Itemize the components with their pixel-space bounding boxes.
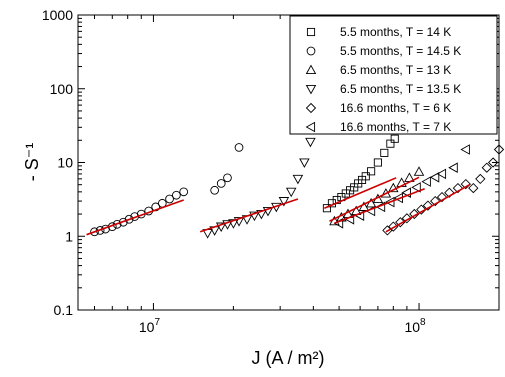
data-point-triangle-left: [460, 144, 470, 155]
data-point-circle: [165, 194, 174, 204]
fit-line: [324, 177, 397, 209]
fit-lines: [86, 176, 470, 236]
legend-marker-triangle-left: [305, 121, 316, 133]
data-point-triangle-left: [375, 201, 386, 213]
data-point-triangle-down: [262, 206, 274, 217]
data-point-circle: [223, 173, 232, 183]
data-point-circle: [90, 227, 99, 237]
y-tick-label: 100: [50, 81, 74, 97]
data-point-circle: [124, 214, 134, 224]
legend-label: 5.5 months, T = 14 K: [340, 25, 451, 39]
data-point-diamond: [481, 162, 492, 173]
x-tick-label: 108: [404, 317, 426, 335]
data-point-diamond: [430, 195, 441, 207]
x-tick-exponent: 8: [420, 317, 426, 328]
data-point-square: [346, 186, 355, 195]
data-point-triangle-down: [228, 219, 239, 229]
y-axis-title: - S⁻¹: [22, 143, 42, 182]
y-tick-label: 1: [65, 228, 73, 244]
data-point-triangle-down: [256, 209, 267, 220]
data-point-triangle-up: [358, 201, 370, 211]
data-point-triangle-down: [249, 211, 260, 222]
x-tick-exponent: 7: [154, 317, 160, 328]
data-point-diamond: [487, 157, 499, 168]
data-point-diamond: [452, 182, 464, 194]
x-tick-label: 107: [139, 317, 161, 335]
legend-label: 16.6 months, T = 6 K: [340, 101, 451, 115]
data-point-triangle-left: [448, 162, 458, 173]
data-point-square: [373, 158, 382, 167]
legend-label: 6.5 months, T = 13.5 K: [340, 82, 461, 96]
data-point-diamond: [395, 217, 406, 228]
legend: 5.5 months, T = 14 K 5.5 months, T = 14.…: [289, 15, 498, 135]
data-point-triangle-left: [436, 168, 447, 180]
fit-line: [329, 176, 420, 222]
data-point-diamond: [401, 213, 413, 224]
data-point-triangle-down: [278, 197, 290, 207]
y-tick-label: 10: [57, 155, 73, 171]
legend-marker-triangle-down: [305, 84, 317, 95]
data-point-diamond: [460, 178, 471, 190]
data-point-circle: [172, 190, 181, 200]
legend-marker-triangle-up: [305, 64, 317, 75]
data-point-square: [390, 134, 399, 143]
data-point-square: [361, 172, 370, 181]
x-axis-title: J (A / m²): [252, 348, 325, 368]
data-point-triangle-down: [222, 220, 233, 230]
data-point-triangle-up: [413, 166, 425, 176]
y-tick-label: 0.1: [54, 302, 74, 318]
data-point-diamond: [422, 200, 434, 211]
data-point-diamond: [436, 191, 448, 203]
data-point-square: [380, 148, 389, 157]
data-point-diamond: [475, 173, 486, 185]
legend-label: 16.6 months, T = 7 K: [340, 120, 451, 134]
legend-label: 6.5 months, T = 13 K: [340, 63, 451, 77]
data-point-triangle-down: [292, 174, 304, 185]
data-point-triangle-left: [421, 176, 431, 187]
legend-marker-square: [306, 27, 316, 37]
data-point-circle: [210, 185, 219, 195]
data-point-square: [386, 139, 395, 148]
data-point-diamond: [409, 208, 420, 220]
data-point-square: [322, 204, 331, 213]
legend-marker-circle: [306, 46, 316, 56]
data-point-diamond: [444, 187, 455, 198]
data-point-triangle-left: [429, 172, 440, 183]
legend-label: 5.5 months, T = 14.5 K: [340, 44, 461, 58]
fit-line: [86, 199, 184, 236]
data-point-diamond: [416, 204, 427, 215]
x-tick-base: 10: [404, 319, 420, 335]
legend-box: [289, 15, 498, 135]
data-point-circle: [216, 179, 226, 188]
data-point-triangle-down: [215, 222, 227, 233]
data-point-circle: [179, 187, 189, 197]
y-tick-label: 1000: [42, 7, 73, 23]
x-tick-base: 10: [139, 319, 155, 335]
data-point-triangle-down: [233, 217, 245, 227]
data-point-triangle-down: [285, 187, 297, 198]
data-point-triangle-down: [305, 137, 316, 148]
legend-markers: [305, 27, 317, 133]
legend-marker-diamond: [305, 102, 317, 114]
fit-line: [199, 198, 299, 233]
data-point-triangle-left: [411, 182, 421, 193]
fit-line: [334, 188, 425, 225]
data-point-square: [367, 167, 376, 176]
data-point-diamond: [493, 144, 505, 155]
data-point-triangle-left: [384, 196, 395, 208]
data-point-diamond: [468, 182, 479, 194]
data-point-circle: [234, 143, 244, 152]
data-point-triangle-up: [388, 182, 399, 193]
data-point-triangle-down: [299, 158, 310, 168]
fit-line: [385, 184, 470, 233]
